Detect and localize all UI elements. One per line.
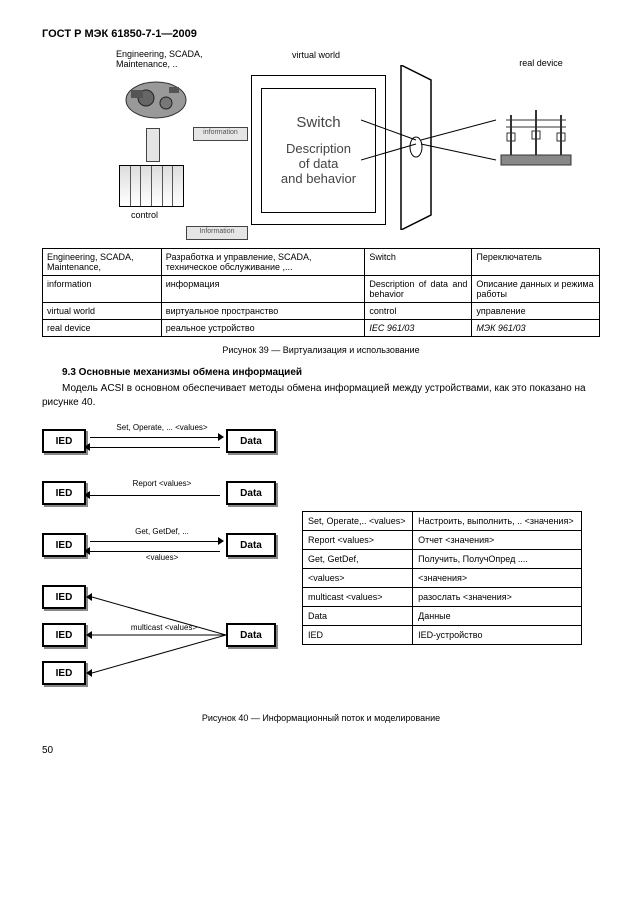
table-row: <values><значения> — [303, 569, 582, 588]
cell: information — [43, 276, 162, 303]
table-row: multicast <values>разослать <значения> — [303, 588, 582, 607]
data-box: Data — [226, 429, 276, 453]
data-box: Data — [226, 623, 276, 647]
control-rack — [119, 165, 184, 207]
ied-box: IED — [42, 585, 86, 609]
exchange-row: IED Set, Operate, ... <values> Data — [42, 421, 282, 463]
cell: IEC 961/03 — [365, 320, 472, 337]
figure-40-wrap: IED Set, Operate, ... <values> Data IED … — [42, 421, 600, 705]
label-eng-scada: Engineering, SCADA, Maintenance, .. — [116, 50, 226, 70]
figure-40-table: Set, Operate,.. <values>Настроить, выпол… — [302, 511, 582, 645]
section-title: 9.3 Основные механизмы обмена информацие… — [62, 367, 600, 378]
cell: Получить, ПолучОпред .... — [413, 550, 582, 569]
cell: real device — [43, 320, 162, 337]
label-virtual-world: virtual world — [271, 50, 361, 60]
table-row: real device реальное устройство IEC 961/… — [43, 320, 600, 337]
arrow-info-1: information — [193, 127, 248, 141]
cell: Get, GetDef, — [303, 550, 413, 569]
cell: virtual world — [43, 303, 162, 320]
cell: Data — [303, 607, 413, 626]
multicast-label: multicast <values> — [104, 623, 224, 632]
cell: Switch — [365, 249, 472, 276]
cell: Описание данных и режима работы — [472, 276, 600, 303]
desc-line2: of data — [299, 156, 339, 171]
cell: Description of data and behavior — [365, 276, 472, 303]
exchange-row: IED Get, GetDef, ... <values> Data — [42, 525, 282, 575]
table-row: DataДанные — [303, 607, 582, 626]
table-row: virtual world виртуальное пространство c… — [43, 303, 600, 320]
cell: IED — [303, 626, 413, 645]
cell: информация — [161, 276, 365, 303]
cell: Report <values> — [303, 531, 413, 550]
cell: Данные — [413, 607, 582, 626]
cell: <values> — [303, 569, 413, 588]
cell: реальное устройство — [161, 320, 365, 337]
engine-graphic — [121, 75, 191, 125]
cell: разослать <значения> — [413, 588, 582, 607]
switch-box: Switch Description of data and behavior — [261, 88, 376, 213]
label-real-device: real device — [501, 58, 581, 68]
desc-line1: Description — [286, 141, 351, 156]
table-row: information информация Description of da… — [43, 276, 600, 303]
switch-title: Switch — [296, 114, 340, 131]
section-body: Модель ACSI в основном обеспечивает мето… — [42, 382, 600, 409]
ied-box: IED — [42, 661, 86, 685]
cell: Переключатель — [472, 249, 600, 276]
connection-lines — [361, 110, 501, 180]
data-box: Data — [226, 481, 276, 505]
figure-39-table: Engineering, SCADA, Maintenance, Разрабо… — [42, 248, 600, 337]
figure-40-caption: Рисунок 40 — Информационный поток и моде… — [42, 713, 600, 723]
arrow-label: <values> — [102, 553, 222, 562]
ied-box: IED — [42, 429, 86, 453]
cell: control — [365, 303, 472, 320]
cell: МЭК 961/03 — [472, 320, 600, 337]
cell: Отчет <значения> — [413, 531, 582, 550]
cell: виртуальное пространство — [161, 303, 365, 320]
figure-40-diagrams: IED Set, Operate, ... <values> Data IED … — [42, 421, 282, 705]
cell: управление — [472, 303, 600, 320]
multicast-group: IED IED IED Data multicast <values> — [42, 585, 282, 705]
cell: multicast <values> — [303, 588, 413, 607]
table-row: IEDIED-устройство — [303, 626, 582, 645]
figure-39-caption: Рисунок 39 — Виртуализация и использован… — [42, 345, 600, 355]
ied-box: IED — [42, 481, 86, 505]
table-row: Engineering, SCADA, Maintenance, Разрабо… — [43, 249, 600, 276]
arrow-info-2: Information — [186, 226, 248, 240]
real-device-graphic — [496, 105, 576, 170]
cell: Engineering, SCADA, Maintenance, — [43, 249, 162, 276]
cell: Set, Operate,.. <values> — [303, 512, 413, 531]
figure-39-diagram: Engineering, SCADA, Maintenance, .. virt… — [61, 50, 581, 240]
table-row: Report <values>Отчет <значения> — [303, 531, 582, 550]
arrow-label: Report <values> — [102, 479, 222, 488]
data-box: Data — [226, 533, 276, 557]
cell: IED-устройство — [413, 626, 582, 645]
cell: Настроить, выполнить, .. <значения> — [413, 512, 582, 531]
desc-line3: and behavior — [281, 171, 356, 186]
exchange-row: IED Report <values> Data — [42, 473, 282, 515]
document-header: ГОСТ Р МЭК 61850-7-1—2009 — [42, 28, 600, 40]
label-control: control — [131, 210, 158, 220]
arrow-label: Set, Operate, ... <values> — [102, 423, 222, 432]
ied-box: IED — [42, 623, 86, 647]
arrow-label: Get, GetDef, ... — [102, 527, 222, 536]
cell: <значения> — [413, 569, 582, 588]
cell: Разработка и управление, SCADA, техничес… — [161, 249, 365, 276]
ied-box: IED — [42, 533, 86, 557]
table-row: Set, Operate,.. <values>Настроить, выпол… — [303, 512, 582, 531]
vertical-arrow — [146, 128, 160, 162]
table-row: Get, GetDef,Получить, ПолучОпред .... — [303, 550, 582, 569]
page-number: 50 — [42, 745, 600, 756]
